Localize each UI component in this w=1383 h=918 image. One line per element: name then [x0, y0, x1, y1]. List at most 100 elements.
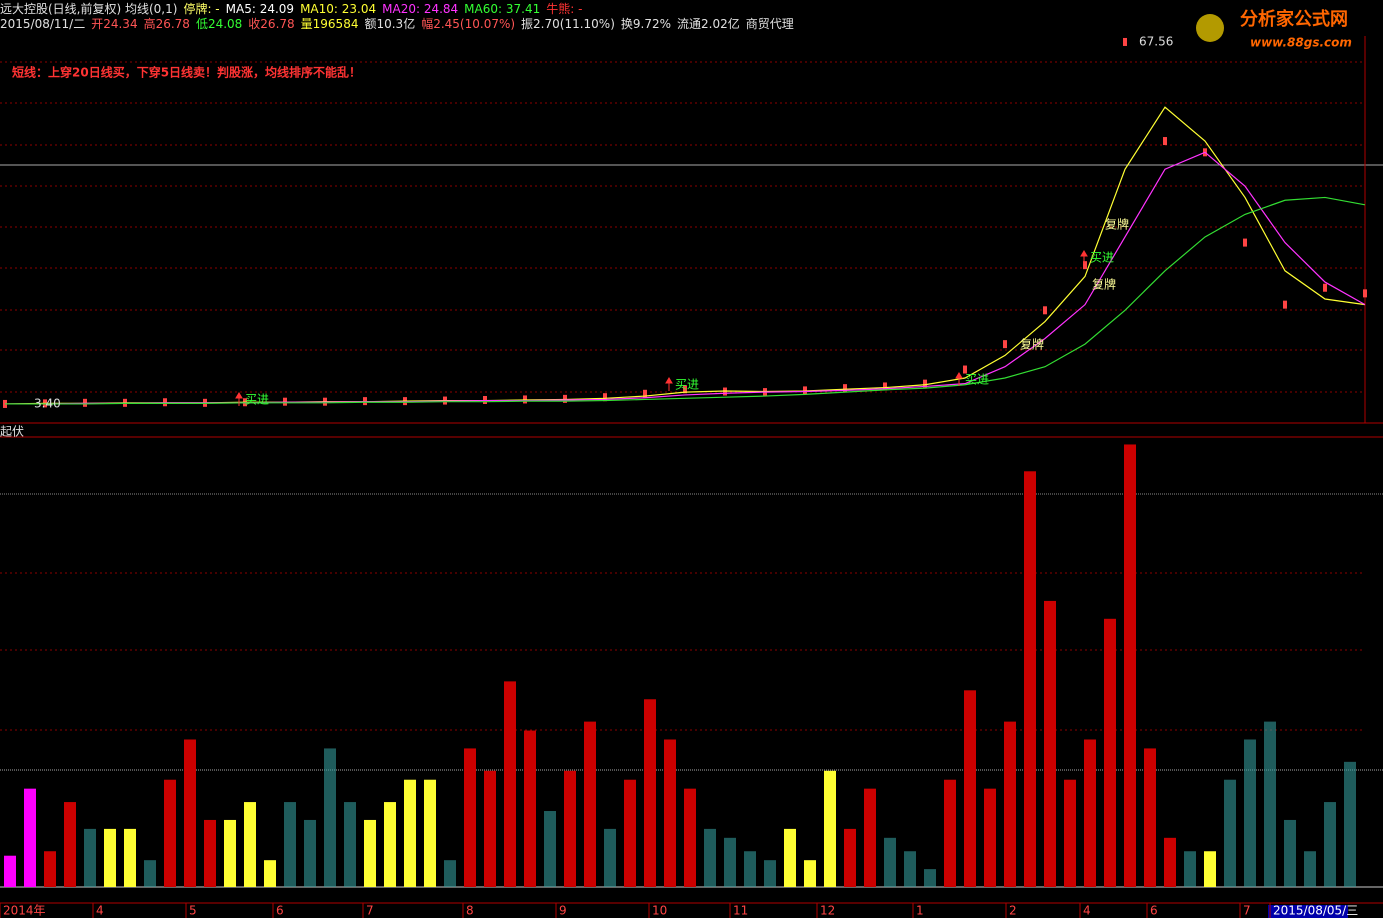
header-field: 高26.78: [143, 17, 190, 31]
x-tick-label: 2015/08/05/三: [1273, 904, 1358, 918]
candle: [843, 384, 847, 393]
bar: [724, 837, 736, 887]
candle: [1163, 137, 1167, 146]
bar: [564, 770, 576, 887]
bar: [304, 819, 316, 887]
x-tick-label: 2014年: [3, 904, 46, 918]
min-label: 3.40: [34, 396, 61, 410]
header-field: MA10: 23.04: [300, 2, 377, 16]
bar: [944, 779, 956, 887]
x-tick-label: 2: [1009, 904, 1017, 918]
x-tick-label: 11: [733, 904, 748, 918]
buy-arrow: [1080, 250, 1088, 264]
bar: [224, 819, 236, 887]
candle: [963, 365, 967, 374]
header-field: MA20: 24.84: [382, 2, 459, 16]
x-tick-label: 1: [916, 904, 924, 918]
bar: [384, 802, 396, 887]
panel-title: 起伏: [0, 425, 24, 439]
header-field: 幅2.45(10.07%): [421, 17, 516, 31]
candle: [923, 379, 927, 388]
bar: [624, 779, 636, 887]
bar: [344, 802, 356, 887]
bar: [24, 788, 36, 887]
header-field: 额10.3亿: [364, 17, 416, 31]
bar: [804, 860, 816, 887]
bar: [204, 819, 216, 887]
x-tick-label: 5: [189, 904, 197, 918]
bar: [1284, 819, 1296, 887]
candle: [1283, 300, 1287, 309]
bar: [1044, 600, 1056, 887]
max-label: 67.56: [1139, 34, 1173, 48]
bar: [84, 828, 96, 887]
bar: [844, 828, 856, 887]
x-tick-label: 7: [366, 904, 374, 918]
bar: [824, 770, 836, 887]
bar: [664, 739, 676, 887]
bar: [404, 779, 416, 887]
annotation: 复牌: [1020, 338, 1044, 352]
header-field: 2015/08/11/二: [0, 17, 86, 31]
bar: [1164, 837, 1176, 887]
candle: [603, 393, 607, 402]
bar: [424, 779, 436, 887]
annotation: 买进: [675, 378, 699, 392]
bar: [504, 681, 516, 887]
header-field: 流通2.02亿: [677, 17, 740, 31]
bar: [364, 819, 376, 887]
header-field: 量196584: [300, 17, 359, 31]
bar: [64, 802, 76, 887]
candle: [1003, 340, 1007, 349]
bar: [104, 828, 116, 887]
header-field: 低24.08: [195, 17, 243, 31]
logo: 分析家公式网: [1240, 8, 1348, 30]
bar: [864, 788, 876, 887]
header-field: MA60: 37.41: [464, 2, 541, 16]
ma-line: [5, 196, 1366, 405]
bar: [1184, 851, 1196, 887]
bar: [644, 699, 656, 887]
header-field: 换9.72%: [620, 17, 672, 31]
bar: [1064, 779, 1076, 887]
candle: [1043, 306, 1047, 315]
note: 短线：上穿20日线买，下穿5日线卖！判股涨，均线排序不能乱！: [12, 65, 361, 80]
bar: [484, 770, 496, 887]
header-line-1: 远大控股(日线,前复权) 均线(0,1) 停牌: - MA5: 24.09 MA10:…: [0, 0, 588, 17]
logo-icon: [1196, 14, 1224, 42]
x-tick-label: 4: [1083, 904, 1091, 918]
bar: [1224, 779, 1236, 887]
candle: [1363, 289, 1367, 298]
x-tick-label: 10: [652, 904, 667, 918]
x-tick-label: 12: [820, 904, 835, 918]
buy-arrow: [235, 392, 243, 406]
bar: [1244, 739, 1256, 887]
bar: [704, 828, 716, 887]
bar: [1004, 721, 1016, 887]
bar: [584, 721, 596, 887]
bar: [784, 828, 796, 887]
header-field: 远大控股(日线,前复权) 均线(0,1): [0, 2, 178, 16]
bar: [1344, 761, 1356, 887]
bar: [1304, 851, 1316, 887]
bar: [164, 779, 176, 887]
bar: [264, 860, 276, 887]
bar: [684, 788, 696, 887]
x-tick-label: 4: [96, 904, 104, 918]
x-tick-label: 6: [1150, 904, 1158, 918]
x-tick-label: 9: [559, 904, 567, 918]
bar: [1204, 851, 1216, 887]
bar: [604, 828, 616, 887]
bar: [924, 869, 936, 887]
header-field: 牛熊: -: [546, 2, 583, 16]
candle: [883, 382, 887, 391]
header-field: 振2.70(11.10%): [521, 17, 615, 31]
annotation: 复牌: [1092, 278, 1116, 292]
header-field: 收26.78: [248, 17, 295, 31]
bar: [184, 739, 196, 887]
bar: [1324, 802, 1336, 887]
logo-url: www.88gs.com: [1250, 36, 1352, 50]
buy-arrow: [955, 372, 963, 386]
